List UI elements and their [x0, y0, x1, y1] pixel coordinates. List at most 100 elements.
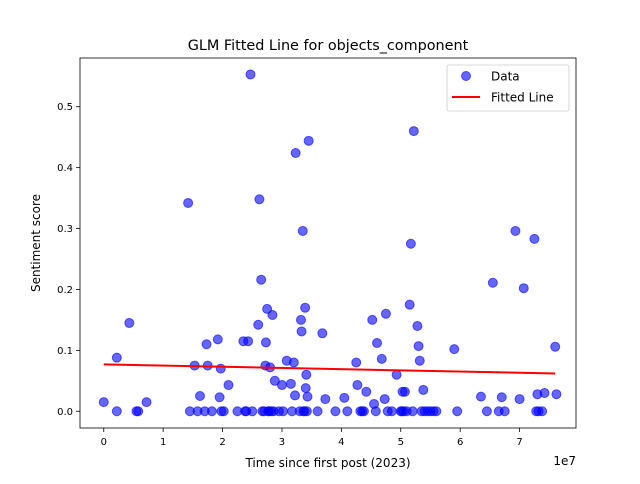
x-tick-label: 0 — [101, 437, 107, 448]
legend-label-data: Data — [491, 70, 520, 84]
x-tick-label: 6 — [457, 437, 463, 448]
legend-box — [446, 64, 570, 112]
data-point — [300, 383, 311, 394]
data-point — [537, 406, 548, 417]
data-point — [285, 378, 296, 389]
data-point — [408, 126, 419, 137]
data-point — [367, 314, 378, 325]
data-point — [412, 320, 423, 331]
data-point — [111, 406, 122, 417]
x-tick-label: 7 — [516, 437, 522, 448]
data-point — [212, 334, 223, 345]
data-point — [518, 283, 529, 294]
data-point — [317, 328, 328, 339]
data-point — [301, 369, 312, 380]
data-point — [342, 406, 353, 417]
x-axis-label: Time since first post (2023) — [244, 456, 410, 470]
data-point — [399, 386, 410, 397]
data-point — [330, 406, 341, 417]
data-point — [269, 375, 280, 386]
legend-marker-data — [461, 71, 471, 81]
legend: Data Fitted Line — [446, 64, 570, 112]
fitted-line — [103, 363, 556, 375]
data-point — [351, 357, 362, 368]
data-point — [141, 397, 152, 408]
y-axis-label: Sentiment score — [29, 194, 43, 292]
data-point — [361, 386, 372, 397]
data-point — [218, 406, 229, 417]
data-point — [414, 355, 425, 366]
data-point — [386, 406, 397, 417]
x-tick-label: 1 — [160, 437, 166, 448]
data-point — [413, 341, 424, 352]
data-point — [290, 148, 301, 159]
data-point — [376, 353, 387, 364]
data-point — [487, 277, 498, 288]
data-point — [183, 197, 194, 208]
data-point — [194, 391, 205, 402]
chart-title: GLM Fitted Line for objects_component — [188, 38, 469, 54]
legend-label-fitted-line: Fitted Line — [491, 91, 554, 105]
data-point — [452, 406, 463, 417]
data-point — [303, 135, 314, 146]
plot-area — [79, 57, 577, 429]
data-point — [124, 317, 135, 328]
data-point — [223, 380, 234, 391]
data-point — [418, 384, 429, 395]
data-point — [256, 274, 267, 285]
data-point — [539, 387, 550, 398]
data-point — [253, 319, 264, 330]
y-tick-label: 0.0 — [57, 407, 73, 418]
x-tick-label: 3 — [279, 437, 285, 448]
data-point — [288, 357, 299, 368]
data-point — [404, 299, 415, 310]
data-point — [247, 406, 258, 417]
data-point — [372, 338, 383, 349]
data-point — [245, 69, 256, 80]
data-point — [297, 225, 308, 236]
data-point — [510, 225, 521, 236]
data-point — [550, 341, 561, 352]
data-point — [431, 406, 442, 417]
fitted-line-layer — [103, 363, 556, 375]
x-tick-label: 2 — [219, 437, 225, 448]
x-tick-label: 4 — [338, 437, 344, 448]
x-axis-offset-label: 1e7 — [553, 454, 576, 468]
data-point — [296, 326, 307, 337]
data-point — [379, 394, 390, 405]
data-point — [407, 406, 418, 417]
data-point — [320, 394, 331, 405]
y-tick-label: 0.5 — [57, 102, 73, 113]
x-tick-label: 5 — [398, 437, 404, 448]
data-point — [496, 392, 507, 403]
data-point — [300, 302, 311, 313]
data-point — [391, 369, 402, 380]
x-axis-ticks: 0 1 2 3 4 5 6 7 — [101, 428, 523, 448]
data-point — [133, 406, 144, 417]
y-tick-label: 0.2 — [57, 285, 73, 296]
data-point — [514, 394, 525, 405]
y-tick-label: 0.3 — [57, 224, 73, 235]
data-point — [267, 310, 278, 321]
data-point — [499, 406, 510, 417]
data-point — [352, 380, 363, 391]
data-points — [98, 69, 562, 417]
data-point — [295, 314, 306, 325]
data-point — [111, 352, 122, 363]
data-point — [380, 308, 391, 319]
data-point — [276, 380, 287, 391]
axes-frame — [79, 57, 577, 429]
data-point — [278, 406, 289, 417]
data-point — [481, 406, 492, 417]
data-point — [254, 194, 265, 205]
data-point — [214, 392, 225, 403]
data-point — [302, 391, 313, 402]
data-point — [358, 406, 369, 417]
data-point — [243, 336, 254, 347]
data-point — [260, 337, 271, 348]
data-point — [551, 389, 562, 400]
data-point — [215, 363, 226, 374]
data-point — [301, 406, 312, 417]
